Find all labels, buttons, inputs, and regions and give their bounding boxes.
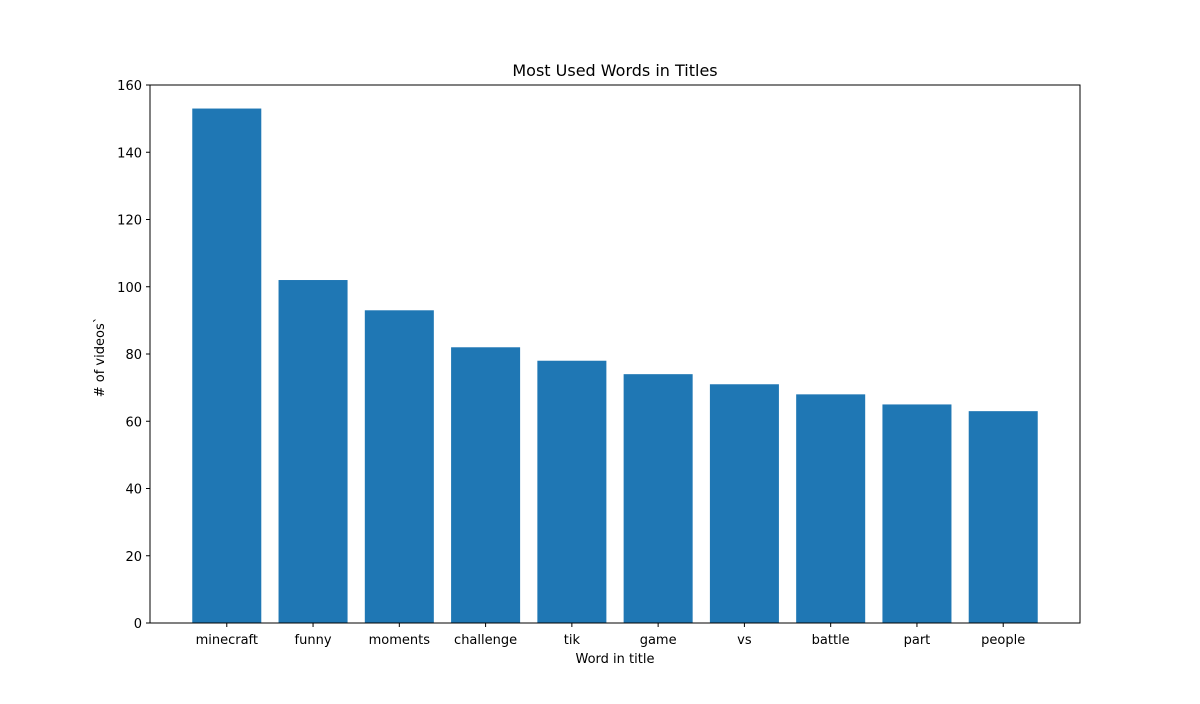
bar-tik [537,360,607,623]
x-tick-label: battle [812,633,850,648]
x-tick-label: minecraft [196,633,258,648]
y-tick-label: 120 [117,214,142,229]
y-tick-label: 140 [117,146,142,161]
x-axis-label: Word in title [576,652,655,667]
y-tick-label: 20 [125,550,142,565]
y-tick-label: 160 [117,79,142,94]
bar-challenge [451,347,521,623]
y-tick-label: 60 [125,415,142,430]
bar-funny [278,280,348,623]
bar-game [623,374,693,623]
y-tick-label: 80 [125,348,142,363]
x-tick-label: part [904,633,931,648]
x-tick-label: vs [737,633,752,648]
bar-minecraft [192,108,262,624]
bar-battle [796,394,866,623]
plot-area: minecraft funny moments challenge tik game vs b… [117,79,1081,648]
bar-vs [709,384,779,623]
x-tick-label: tik [564,633,581,648]
bar-people [968,411,1038,623]
x-tick-label: people [981,633,1025,648]
x-tick-label: funny [295,633,332,648]
y-tick-label: 0 [134,617,142,632]
chart-title: Most Used Words in Titles [512,61,717,80]
bar-part [882,404,952,623]
y-axis-label: # of videos` [93,317,108,397]
y-tick-label: 40 [125,483,142,498]
x-tick-label: challenge [454,633,517,648]
y-tick-label: 100 [117,281,142,296]
x-tick-label: moments [369,633,431,648]
x-tick-label: game [640,633,677,648]
bar-moments [364,310,434,623]
